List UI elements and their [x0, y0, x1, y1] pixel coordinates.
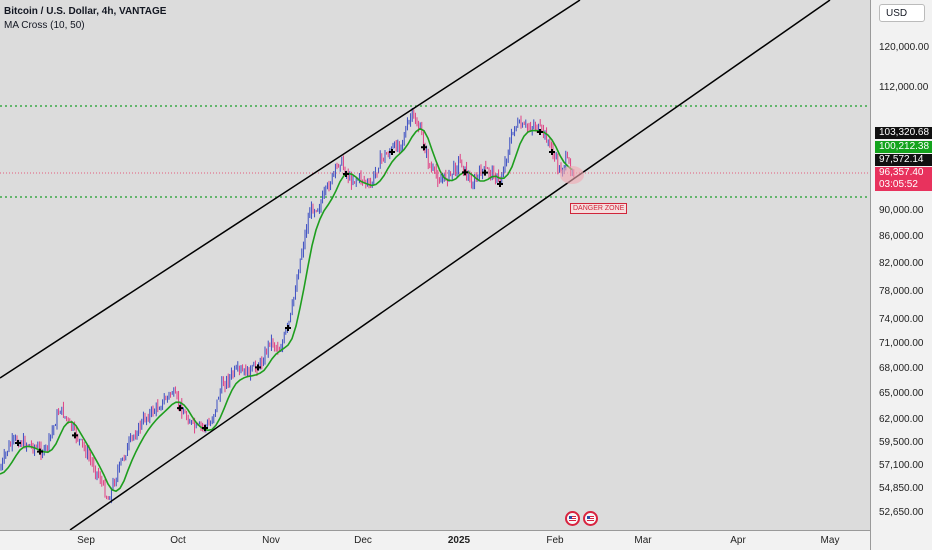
price-tick: 82,000.00 — [879, 258, 924, 269]
price-tag-current: 96,357.40 03:05:52 — [875, 167, 932, 191]
price-tick: 71,000.00 — [879, 338, 924, 349]
danger-zone-marker — [560, 166, 584, 184]
price-tick: 65,000.00 — [879, 388, 924, 399]
price-tick: 74,000.00 — [879, 314, 924, 325]
price-tick: 62,000.00 — [879, 414, 924, 425]
price-chart[interactable] — [0, 0, 870, 530]
price-tag-ma-slow: 103,320.68 — [875, 127, 932, 139]
indicator-label[interactable]: MA Cross (10, 50) — [4, 20, 85, 31]
ma-cross-marker — [37, 448, 43, 455]
price-tick: 54,850.00 — [879, 483, 924, 494]
price-tag-ma-fast: 100,212.38 — [875, 141, 932, 153]
ma-cross-marker — [15, 440, 21, 446]
channel-upper-line[interactable] — [0, 0, 581, 379]
ma-cross-marker — [462, 169, 468, 176]
currency-button[interactable]: USD — [879, 4, 925, 22]
time-tick: Mar — [634, 535, 652, 546]
ma-cross-marker — [389, 149, 395, 155]
ma-cross-marker — [285, 325, 291, 331]
us-flag-event-icon[interactable] — [583, 511, 598, 526]
ma-cross-marker — [177, 405, 183, 412]
ma-cross-marker — [537, 129, 543, 135]
time-axis[interactable]: Sep Oct Nov Dec 2025 Feb Mar Apr May — [0, 530, 870, 550]
ma-cross-marker — [202, 425, 208, 431]
time-tick: Oct — [170, 535, 186, 546]
ma-cross-marker — [549, 149, 555, 155]
time-tick: Sep — [77, 535, 95, 546]
bar-countdown: 03:05:52 — [879, 179, 918, 190]
chart-area[interactable]: Bitcoin / U.S. Dollar, 4h, VANTAGE MA Cr… — [0, 0, 870, 530]
price-tick: 68,000.00 — [879, 363, 924, 374]
ma-cross-marker — [497, 181, 503, 187]
time-tick: Nov — [262, 535, 280, 546]
price-tick: 112,000.00 — [879, 82, 929, 93]
us-flag-event-icon[interactable] — [565, 511, 580, 526]
price-tick: 57,100.00 — [879, 460, 924, 471]
price-tick: 90,000.00 — [879, 205, 924, 216]
danger-zone-label[interactable]: DANGER ZONE — [570, 203, 628, 214]
ma-cross-marker — [482, 169, 488, 176]
ma-cross-marker — [255, 364, 261, 371]
ma-cross-marker — [343, 171, 349, 177]
price-axis[interactable]: USD 120,000.00 112,000.00 90,000.00 86,0… — [870, 0, 932, 550]
moving-average-line — [0, 127, 573, 493]
time-tick: Dec — [354, 535, 372, 546]
price-tick: 120,000.00 — [879, 42, 930, 53]
current-price: 96,357.40 — [879, 167, 924, 178]
chart-title: Bitcoin / U.S. Dollar, 4h, VANTAGE — [4, 6, 167, 17]
price-tick: 78,000.00 — [879, 286, 924, 297]
time-tick: Apr — [730, 535, 746, 546]
time-tick: Feb — [546, 535, 564, 546]
ma-cross-markers — [15, 129, 555, 455]
time-tick: 2025 — [447, 535, 471, 546]
ma-cross-marker — [72, 432, 78, 439]
channel-lower-line[interactable] — [69, 0, 831, 530]
time-tick: May — [820, 535, 840, 546]
ma-cross-marker — [421, 144, 427, 151]
price-tick: 86,000.00 — [879, 231, 924, 242]
price-tag-level: 97,572.14 — [875, 154, 932, 166]
price-tick: 52,650.00 — [879, 507, 924, 518]
price-tick: 59,500.00 — [879, 437, 924, 448]
